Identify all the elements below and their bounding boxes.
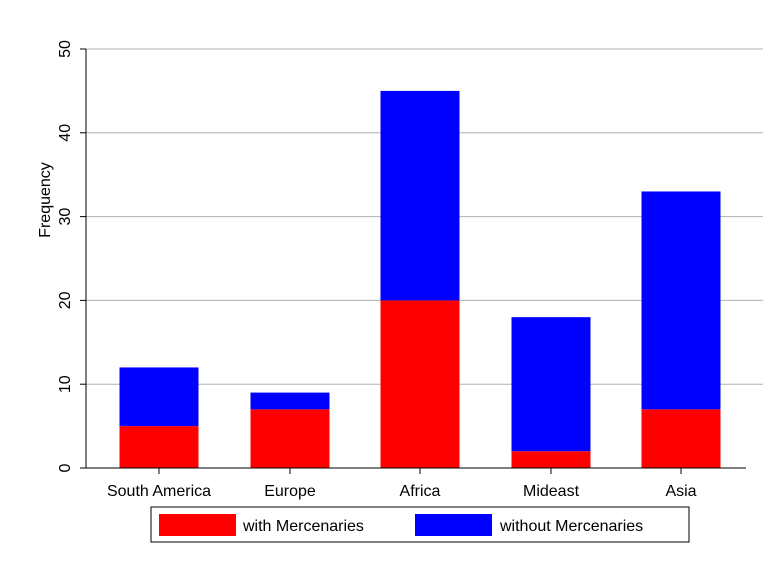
y-tick-label: 0 bbox=[57, 463, 74, 472]
x-tick-label: Africa bbox=[400, 483, 441, 500]
bar-with-mercenaries bbox=[511, 451, 591, 468]
bar-with-mercenaries bbox=[250, 409, 330, 468]
legend-swatch bbox=[159, 514, 236, 536]
bar-without-mercenaries bbox=[119, 367, 199, 427]
y-tick-label: 10 bbox=[57, 375, 74, 393]
y-tick-label: 40 bbox=[57, 124, 74, 142]
axes: 0 10 20 30 40 50 South America Europe Africa Mide… bbox=[57, 40, 746, 500]
y-tick-label: 50 bbox=[57, 40, 74, 58]
x-tick-label: Asia bbox=[665, 483, 696, 500]
bar-without-mercenaries bbox=[641, 191, 721, 410]
bars bbox=[119, 90, 721, 468]
bar-without-mercenaries bbox=[511, 317, 591, 452]
bar-with-mercenaries bbox=[641, 409, 721, 468]
x-tick-label: Europe bbox=[264, 483, 316, 500]
x-tick-label: South America bbox=[107, 483, 211, 500]
bar-without-mercenaries bbox=[250, 392, 330, 410]
y-tick-label: 30 bbox=[57, 208, 74, 226]
x-tick-label: Mideast bbox=[523, 483, 580, 500]
legend-label: without Mercenaries bbox=[499, 518, 643, 535]
legend-label: with Mercenaries bbox=[242, 518, 364, 535]
y-axis-title: Frequency bbox=[37, 162, 54, 238]
bar-with-mercenaries bbox=[119, 426, 199, 468]
legend: with Mercenaries without Mercenaries bbox=[150, 506, 690, 543]
y-tick-label: 20 bbox=[57, 291, 74, 309]
bar-with-mercenaries bbox=[380, 300, 460, 468]
legend-swatch bbox=[415, 514, 492, 536]
bar-without-mercenaries bbox=[380, 90, 460, 301]
